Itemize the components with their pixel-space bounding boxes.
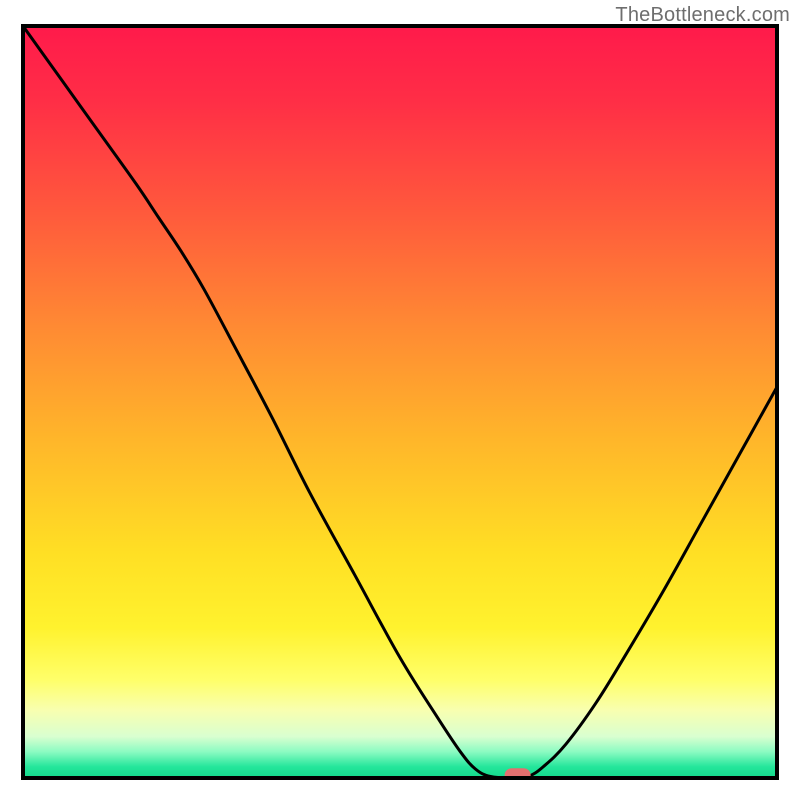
bottleneck-chart [0, 0, 800, 800]
optimal-point-marker [505, 768, 531, 783]
plot-background [23, 26, 777, 778]
chart-stage: TheBottleneck.com [0, 0, 800, 800]
